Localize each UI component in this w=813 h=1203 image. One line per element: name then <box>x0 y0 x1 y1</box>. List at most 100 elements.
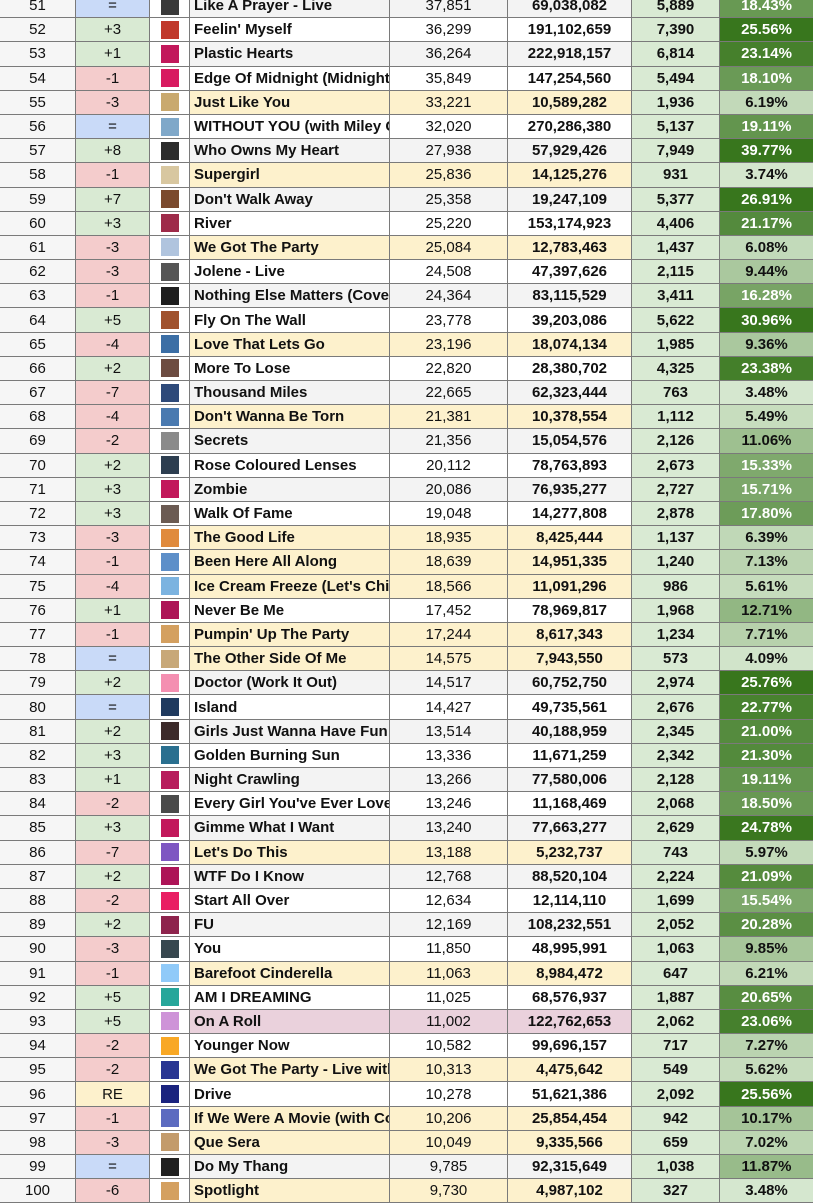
song-title-cell: We Got The Party <box>190 235 390 261</box>
total-streams-cell: 40,188,959 <box>508 719 632 744</box>
percent-cell: 20.28% <box>720 913 813 938</box>
album-art-icon <box>160 649 179 668</box>
rank-cell: 95 <box>0 1058 76 1083</box>
gain-cell: 2,673 <box>632 453 720 478</box>
daily-streams-cell: 20,086 <box>390 477 508 502</box>
album-art-cell <box>150 356 190 381</box>
daily-streams-cell: 12,768 <box>390 864 508 889</box>
album-art-cell <box>150 1130 190 1155</box>
change-cell: -1 <box>76 550 150 575</box>
album-art-cell <box>150 260 190 285</box>
change-cell: +1 <box>76 42 150 67</box>
album-art-icon <box>160 456 179 475</box>
album-art-icon <box>160 843 179 862</box>
album-art-cell <box>150 913 190 938</box>
rank-cell: 58 <box>0 163 76 188</box>
song-title-cell: Fly On The Wall <box>190 308 390 333</box>
table-row: 85 +3 Gimme What I Want 13,240 77,663,277 2,6… <box>0 816 813 841</box>
total-streams-cell: 76,935,277 <box>508 477 632 502</box>
gain-cell: 2,224 <box>632 864 720 889</box>
daily-streams-cell: 22,665 <box>390 381 508 406</box>
table-row: 94 -2 Younger Now 10,582 99,696,157 717 7.27% <box>0 1034 813 1059</box>
rank-cell: 96 <box>0 1082 76 1107</box>
song-title-cell: Pumpin' Up The Party <box>190 622 390 648</box>
gain-cell: 942 <box>632 1106 720 1131</box>
change-cell: -2 <box>76 792 150 817</box>
percent-cell: 9.85% <box>720 937 813 962</box>
rank-cell: 91 <box>0 961 76 986</box>
album-art-icon <box>160 238 179 257</box>
album-art-icon <box>160 1133 179 1152</box>
song-title-cell: Just Like You <box>190 90 390 115</box>
table-row: 87 +2 WTF Do I Know 12,768 88,520,104 2,224 21… <box>0 864 813 889</box>
song-title-cell: If We Were A Movie (with Co <box>190 1106 390 1131</box>
percent-cell: 23.06% <box>720 1009 813 1035</box>
total-streams-cell: 69,038,082 <box>508 0 632 19</box>
rank-cell: 85 <box>0 816 76 841</box>
gain-cell: 4,325 <box>632 356 720 381</box>
daily-streams-cell: 27,938 <box>390 139 508 164</box>
album-art-icon <box>160 625 179 644</box>
daily-streams-cell: 11,850 <box>390 937 508 962</box>
album-art-cell <box>150 937 190 962</box>
total-streams-cell: 39,203,086 <box>508 308 632 333</box>
rank-cell: 54 <box>0 66 76 91</box>
gain-cell: 2,727 <box>632 477 720 502</box>
daily-streams-cell: 13,246 <box>390 792 508 817</box>
rank-cell: 80 <box>0 695 76 720</box>
percent-cell: 24.78% <box>720 816 813 841</box>
table-row: 86 -7 Let's Do This 13,188 5,232,737 743 5.97% <box>0 840 813 865</box>
album-art-icon <box>160 818 179 837</box>
album-art-icon <box>160 44 179 63</box>
album-art-icon <box>160 1036 179 1055</box>
album-art-icon <box>160 335 179 354</box>
album-art-icon <box>160 1181 179 1200</box>
album-art-icon <box>160 1085 179 1104</box>
change-cell: -1 <box>76 163 150 188</box>
table-row: 66 +2 More To Lose 22,820 28,380,702 4,325 23.… <box>0 356 813 381</box>
song-title-cell: AM I DREAMING <box>190 985 390 1010</box>
total-streams-cell: 12,114,110 <box>508 888 632 914</box>
album-art-icon <box>160 214 179 233</box>
album-art-cell <box>150 526 190 551</box>
percent-cell: 21.09% <box>720 864 813 889</box>
song-title-cell: WTF Do I Know <box>190 864 390 889</box>
gain-cell: 931 <box>632 163 720 188</box>
gain-cell: 2,629 <box>632 816 720 841</box>
total-streams-cell: 15,054,576 <box>508 429 632 454</box>
album-art-icon <box>160 286 179 305</box>
gain-cell: 2,062 <box>632 1009 720 1035</box>
total-streams-cell: 122,762,653 <box>508 1009 632 1035</box>
album-art-cell <box>150 477 190 502</box>
album-art-icon <box>160 480 179 499</box>
table-row: 64 +5 Fly On The Wall 23,778 39,203,086 5,622… <box>0 308 813 333</box>
daily-streams-cell: 14,517 <box>390 671 508 696</box>
percent-cell: 26.91% <box>720 187 813 212</box>
song-title-cell: Start All Over <box>190 888 390 914</box>
gain-cell: 2,676 <box>632 695 720 720</box>
percent-cell: 6.08% <box>720 235 813 261</box>
total-streams-cell: 10,378,554 <box>508 405 632 430</box>
table-row: 62 -3 Jolene - Live 24,508 47,397,626 2,115 9.… <box>0 260 813 285</box>
total-streams-cell: 5,232,737 <box>508 840 632 865</box>
total-streams-cell: 191,102,659 <box>508 18 632 43</box>
percent-cell: 15.71% <box>720 477 813 502</box>
song-title-cell: Plastic Hearts <box>190 42 390 67</box>
song-title-cell: Jolene - Live <box>190 260 390 285</box>
percent-cell: 18.50% <box>720 792 813 817</box>
table-row: 88 -2 Start All Over 12,634 12,114,110 1,699 1… <box>0 888 813 914</box>
album-art-icon <box>160 891 179 910</box>
change-cell: +3 <box>76 211 150 236</box>
album-art-cell <box>150 501 190 527</box>
album-art-icon <box>160 746 179 765</box>
daily-streams-cell: 23,196 <box>390 332 508 357</box>
album-art-cell <box>150 1009 190 1035</box>
album-art-cell <box>150 381 190 406</box>
change-cell: = <box>76 647 150 672</box>
change-cell: -1 <box>76 1106 150 1131</box>
rank-cell: 71 <box>0 477 76 502</box>
total-streams-cell: 7,943,550 <box>508 647 632 672</box>
table-row: 75 -4 Ice Cream Freeze (Let's Chil 18,566 11… <box>0 574 813 599</box>
percent-cell: 6.19% <box>720 90 813 115</box>
gain-cell: 1,234 <box>632 622 720 648</box>
